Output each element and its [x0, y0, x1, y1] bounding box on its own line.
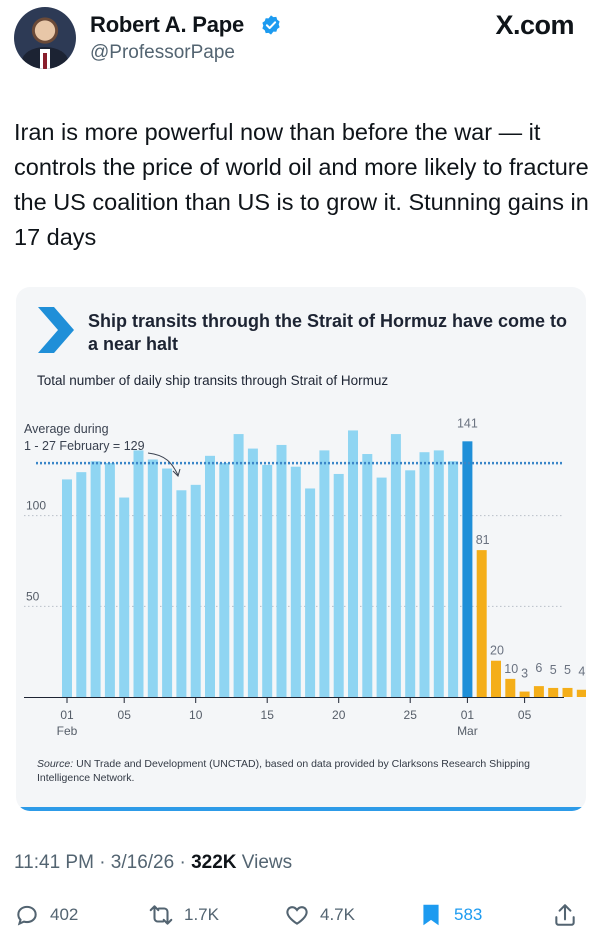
bar	[533, 686, 544, 697]
bar	[519, 691, 530, 697]
like-count: 4.7K	[320, 905, 355, 924]
x-tick-label: 05	[518, 708, 532, 722]
x-tick-label: 01	[60, 708, 74, 722]
like-button[interactable]: 4.7K	[284, 895, 355, 935]
x-tick-sublabel: Mar	[457, 724, 478, 738]
views-label: Views	[236, 852, 293, 873]
bar-chart: 50 100 Average during 1 - 27 February = 129…	[24, 416, 586, 738]
bar	[319, 450, 330, 697]
bookmark-icon	[423, 904, 439, 926]
bar	[333, 473, 344, 697]
data-label: 6	[535, 661, 542, 675]
bar	[448, 461, 459, 697]
bar	[219, 463, 230, 697]
reply-count: 402	[50, 905, 79, 924]
bar	[305, 488, 316, 697]
bar	[104, 463, 115, 697]
card-accent-bar	[16, 807, 586, 811]
bar	[362, 454, 373, 697]
reply-button[interactable]: 402	[14, 895, 78, 935]
share-button[interactable]	[552, 895, 588, 935]
y-tick-label: 100	[26, 499, 46, 513]
chart-source: Source: UN Trade and Development (UNCTAD…	[37, 757, 567, 785]
x-tick-label: 20	[332, 708, 346, 722]
bookmark-button[interactable]: 583	[418, 895, 482, 935]
tweet-header: Robert A. Pape @ProfessorPape X.com	[0, 0, 600, 90]
chart-subtitle: Total number of daily ship transits thro…	[37, 373, 389, 388]
y-tick-label: 50	[26, 589, 40, 603]
tweet-meta: 11:41 PM · 3/16/26 · 322K Views	[14, 852, 292, 874]
author-handle[interactable]: @ProfessorPape	[90, 42, 235, 63]
bar	[548, 687, 559, 697]
data-label: 20	[490, 644, 504, 658]
annotation-arrow	[147, 452, 179, 476]
bar	[348, 430, 358, 697]
tweet-text: Iran is more powerful now than before th…	[14, 119, 589, 250]
bar	[62, 479, 72, 697]
bar	[233, 434, 244, 697]
data-label: 4	[578, 665, 585, 679]
share-icon	[555, 904, 575, 926]
bar	[176, 490, 187, 697]
bar	[376, 477, 387, 697]
bar	[119, 497, 130, 697]
bar	[562, 687, 573, 697]
x-tick-label: 15	[261, 708, 275, 722]
x-tick-sublabel: Feb	[57, 724, 78, 738]
action-bar: 402 1.7K 4.7K 583	[0, 895, 600, 935]
x-tick-label: 01	[461, 708, 475, 722]
site-logo: X.com	[495, 10, 574, 40]
chevron-right-icon	[38, 307, 74, 353]
x-tick-label: 10	[189, 708, 203, 722]
avatar[interactable]	[14, 7, 76, 69]
author-name[interactable]: Robert A. Pape	[90, 12, 245, 37]
data-label: 5	[550, 663, 557, 677]
bar	[433, 450, 444, 697]
source-text: UN Trade and Development (UNCTAD), based…	[37, 758, 530, 784]
chart-image-card[interactable]: Ship transits through the Strait of Horm…	[16, 287, 586, 811]
bar	[419, 452, 430, 697]
bar	[276, 444, 287, 697]
bar	[162, 468, 173, 697]
repost-button[interactable]: 1.7K	[148, 895, 219, 935]
bar	[491, 660, 501, 697]
x-tick-label: 05	[118, 708, 132, 722]
source-label: Source:	[37, 758, 74, 770]
bookmark-count: 583	[454, 905, 483, 924]
bar	[505, 678, 516, 697]
data-label: 81	[476, 533, 490, 547]
bar	[133, 450, 144, 697]
repost-icon	[149, 905, 173, 925]
verified-badge-icon	[262, 15, 280, 35]
bar	[190, 484, 201, 697]
bar	[405, 470, 416, 697]
data-label: 10	[504, 662, 518, 676]
timestamp[interactable]: 11:41 PM · 3/16/26 ·	[14, 852, 192, 873]
heart-icon	[286, 906, 308, 925]
bar	[76, 472, 87, 697]
repost-count: 1.7K	[184, 905, 219, 924]
bar	[247, 448, 258, 697]
bar	[205, 455, 215, 697]
data-label: 141	[457, 416, 478, 430]
views-count: 322K	[191, 852, 237, 873]
data-label: 5	[564, 663, 571, 677]
chart-title: Ship transits through the Strait of Horm…	[88, 311, 568, 354]
bar	[462, 441, 473, 697]
bar	[290, 466, 301, 697]
annotation-arrowhead	[172, 468, 181, 477]
bar	[90, 461, 101, 697]
reply-icon	[17, 905, 37, 926]
bar	[576, 689, 586, 697]
data-label: 3	[521, 667, 528, 681]
bar	[476, 550, 487, 697]
bar	[147, 459, 158, 697]
bar	[390, 434, 401, 697]
bar	[262, 464, 273, 697]
average-label: Average during	[24, 422, 109, 436]
x-tick-label: 25	[404, 708, 418, 722]
average-label: 1 - 27 February = 129	[24, 439, 145, 453]
